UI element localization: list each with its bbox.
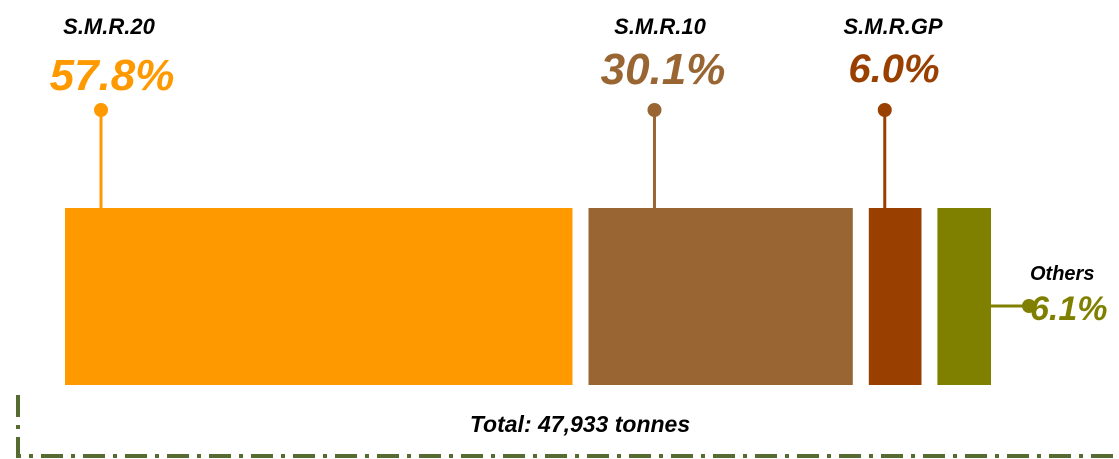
leader-dot-smr10 <box>647 103 661 117</box>
category-label-others: Others <box>1030 263 1094 285</box>
category-label-smr10: S.M.R.10 <box>614 14 706 39</box>
bar-smr20 <box>65 208 573 385</box>
category-label-smrgp: S.M.R.GP <box>843 14 942 39</box>
bar-smr10 <box>589 208 853 385</box>
leader-dot-smrgp <box>878 103 892 117</box>
value-label-smrgp: 6.0% <box>848 47 939 91</box>
value-label-others: 6.1% <box>1030 290 1108 328</box>
bar-smrgp <box>869 208 922 385</box>
total-label: Total: 47,933 tonnes <box>470 411 690 437</box>
bar-others <box>937 208 991 385</box>
chart-marks <box>65 103 1036 385</box>
value-label-smr20: 57.8% <box>50 51 175 100</box>
category-label-smr20: S.M.R.20 <box>63 14 155 39</box>
value-label-smr10: 30.1% <box>601 45 726 94</box>
leader-dot-smr20 <box>94 103 108 117</box>
